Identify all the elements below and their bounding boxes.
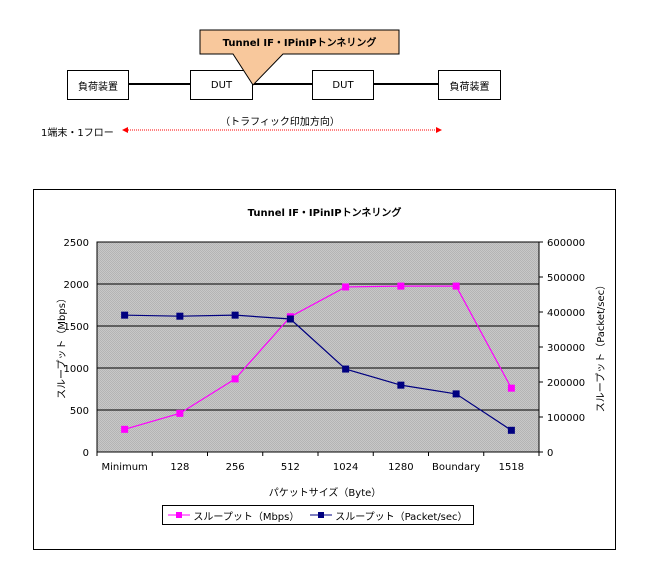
dut-left: DUT bbox=[190, 70, 253, 100]
data-point-marker bbox=[397, 381, 405, 389]
link-line bbox=[128, 83, 190, 85]
y-tick-label: 500 bbox=[70, 406, 89, 417]
data-point-marker bbox=[121, 425, 129, 433]
x-tick-label: 1280 bbox=[388, 462, 413, 473]
node-label: 負荷装置 bbox=[78, 81, 118, 93]
x-tick-label: 1518 bbox=[499, 462, 524, 473]
legend-marker-magenta-icon bbox=[168, 512, 191, 518]
legend-label: スループット（Mbps） bbox=[193, 511, 300, 523]
link-line bbox=[252, 83, 312, 85]
flow-label: 1端末・1フロー bbox=[41, 128, 114, 139]
x-axis-label: パケットサイズ（Byte） bbox=[268, 488, 382, 499]
dut-right: DUT bbox=[312, 70, 374, 100]
link-line bbox=[373, 83, 438, 85]
data-point-marker bbox=[231, 311, 239, 319]
data-point-marker bbox=[507, 384, 515, 392]
data-point-marker bbox=[452, 390, 460, 398]
y2-tick-label: 400000 bbox=[547, 308, 585, 319]
plot-area bbox=[96, 241, 540, 453]
series-line-1 bbox=[124, 314, 512, 431]
node-label: 負荷装置 bbox=[449, 81, 490, 93]
legend-label: スループット（Packet/sec） bbox=[335, 511, 468, 523]
load-device-left: 負荷装置 bbox=[67, 70, 129, 100]
data-point-marker bbox=[452, 282, 460, 290]
y-axis-label-left: スループット（Mbps） bbox=[57, 293, 68, 399]
series-line-0 bbox=[124, 285, 512, 430]
data-point-marker bbox=[176, 409, 184, 417]
y-tick-label: 1000 bbox=[64, 364, 89, 375]
x-tick-label: 512 bbox=[281, 462, 300, 473]
y-tick-label: 1500 bbox=[64, 322, 89, 333]
node-label: DUT bbox=[332, 79, 354, 91]
data-point-marker bbox=[507, 426, 515, 434]
y-tick-label: 2000 bbox=[64, 280, 89, 291]
x-tick-label: 128 bbox=[170, 462, 189, 473]
node-label: DUT bbox=[210, 79, 233, 91]
x-tick-label: Boundary bbox=[432, 462, 480, 473]
legend-item-mbps: スループット（Mbps） bbox=[168, 508, 299, 523]
legend-item-pps: スループット（Packet/sec） bbox=[310, 508, 468, 523]
data-point-marker bbox=[342, 283, 350, 291]
data-point-marker bbox=[231, 375, 239, 383]
x-tick-label: Minimum bbox=[101, 462, 147, 473]
y-axis-label-right: スループット（Packet/sec） bbox=[596, 279, 607, 413]
y2-tick-label: 500000 bbox=[547, 273, 585, 284]
traffic-direction-label: （トラフィック印加方向） bbox=[220, 117, 340, 128]
chart-title: Tunnel IF・IPinIPトンネリング bbox=[247, 208, 402, 219]
x-tick-label: 1024 bbox=[333, 462, 358, 473]
y2-tick-label: 100000 bbox=[547, 413, 585, 424]
y2-tick-label: 0 bbox=[547, 448, 553, 459]
data-point-marker bbox=[286, 315, 294, 323]
bidirectional-arrow-icon bbox=[122, 127, 442, 133]
data-point-marker bbox=[397, 282, 405, 290]
chart-legend: スループット（Mbps） スループット（Packet/sec） bbox=[162, 505, 474, 525]
legend-marker-navy-icon bbox=[310, 512, 333, 518]
y2-tick-label: 200000 bbox=[547, 378, 585, 389]
y-tick-label: 0 bbox=[83, 448, 89, 459]
y2-tick-label: 600000 bbox=[547, 238, 585, 249]
y2-tick-label: 300000 bbox=[547, 343, 585, 354]
load-device-right: 負荷装置 bbox=[438, 70, 501, 100]
x-tick-label: 256 bbox=[226, 462, 245, 473]
y-tick-label: 2500 bbox=[64, 238, 89, 249]
data-point-marker bbox=[121, 311, 129, 319]
callout-shape bbox=[199, 29, 400, 86]
callout-label: Tunnel IF・IPinIPトンネリング bbox=[222, 38, 377, 49]
data-point-marker bbox=[176, 312, 184, 320]
data-point-marker bbox=[342, 365, 350, 373]
